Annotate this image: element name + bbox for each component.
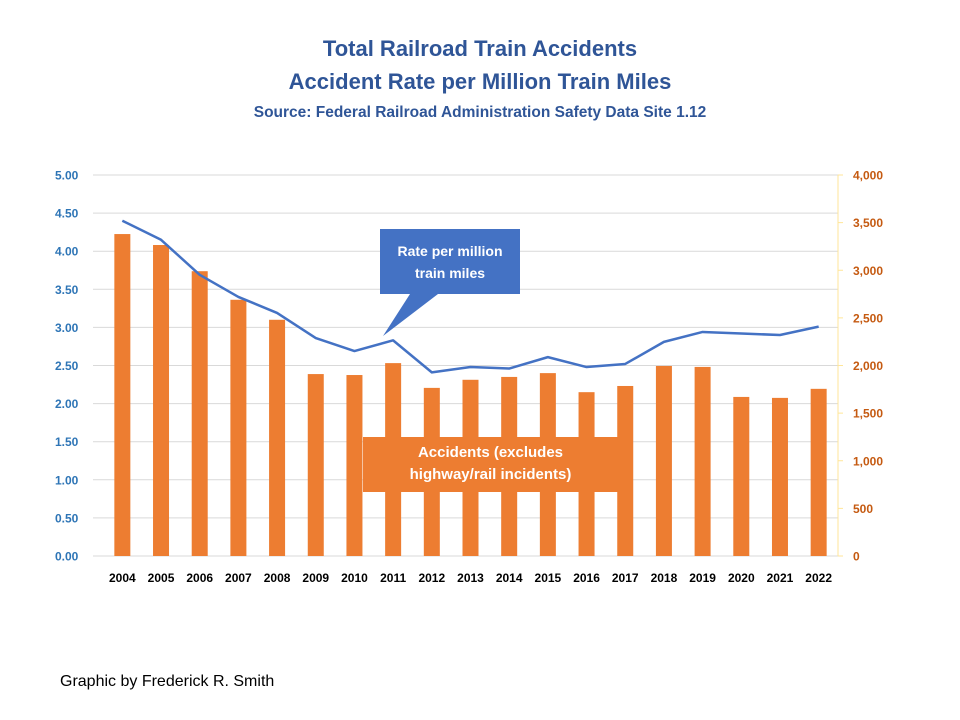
bar-2022: [810, 388, 827, 556]
accidents-callout-line1: Accidents (excludes: [417, 444, 564, 461]
right-axis-tick-label: 3,000: [853, 264, 883, 278]
x-axis-tick-label: 2022: [805, 571, 832, 585]
rate-callout-line1: Rate per million: [397, 243, 503, 259]
left-axis-tick-label: 1.50: [55, 435, 79, 449]
bar-2017: [617, 385, 634, 556]
x-axis-tick-label: 2021: [767, 571, 794, 585]
right-axis-tick-label: 2,000: [853, 359, 883, 373]
left-axis-tick-label: 3.50: [55, 283, 79, 297]
bar-2010: [346, 375, 363, 556]
x-axis-tick-label: 2005: [148, 571, 175, 585]
bar-2021: [771, 397, 788, 556]
left-axis-tick-label: 1.00: [55, 473, 79, 487]
x-axis-tick-label: 2010: [341, 571, 368, 585]
bar-2020: [733, 396, 750, 556]
x-axis-tick-label: 2004: [109, 571, 136, 585]
rate-callout-text: Rate per million train miles: [380, 240, 520, 284]
left-axis-tick-label: 4.50: [55, 207, 79, 221]
left-axis-tick-label: 5.00: [55, 169, 79, 183]
bar-2006: [191, 271, 208, 556]
right-axis-tick-label: 4,000: [853, 169, 883, 183]
accidents-callout-box: [363, 437, 618, 492]
bar-2008: [269, 319, 286, 556]
right-axis-tick-label: 0: [853, 550, 860, 564]
x-axis-tick-label: 2006: [186, 571, 213, 585]
left-axis-tick-label: 2.50: [55, 359, 79, 373]
x-axis-tick-label: 2014: [496, 571, 523, 585]
x-axis-tick-label: 2015: [535, 571, 562, 585]
bar-2007: [230, 299, 247, 556]
right-axis-tick-label: 3,500: [853, 216, 883, 230]
left-axis-tick-label: 2.00: [55, 397, 79, 411]
right-axis-tick-label: 1,000: [853, 454, 883, 468]
footer-credit: Graphic by Frederick R. Smith: [60, 673, 275, 690]
x-axis-tick-label: 2019: [689, 571, 716, 585]
left-axis-tick-label: 0.50: [55, 511, 79, 525]
x-axis-tick-label: 2017: [612, 571, 639, 585]
bar-2018: [655, 365, 672, 556]
x-axis-tick-label: 2013: [457, 571, 484, 585]
bar-2019: [694, 366, 711, 556]
x-axis-tick-label: 2016: [573, 571, 600, 585]
right-axis-tick-label: 500: [853, 502, 873, 516]
accidents-callout-line2: highway/rail incidents): [409, 466, 572, 483]
chart-source: Source: Federal Railroad Administration …: [253, 104, 707, 121]
accidents-callout-text: Accidents (excludes highway/rail inciden…: [363, 442, 618, 486]
x-axis-tick-label: 2008: [264, 571, 291, 585]
right-axis-tick-label: 2,500: [853, 311, 883, 325]
bar-2009: [307, 374, 324, 556]
x-axis-tick-label: 2018: [651, 571, 678, 585]
x-axis-tick-label: 2007: [225, 571, 252, 585]
rate-callout-box: [380, 229, 520, 336]
x-axis-tick-label: 2009: [302, 571, 329, 585]
chart-subtitle: Accident Rate per Million Train Miles: [288, 69, 672, 94]
left-axis-tick-label: 0.00: [55, 550, 79, 564]
rate-callout-line2: train miles: [414, 265, 486, 281]
x-axis-tick-label: 2012: [418, 571, 445, 585]
left-axis-tick-label: 3.00: [55, 321, 79, 335]
x-axis-tick-label: 2020: [728, 571, 755, 585]
chart-title: Total Railroad Train Accidents: [322, 36, 638, 61]
x-axis-tick-label: 2011: [380, 571, 406, 585]
left-axis-tick-label: 4.00: [55, 245, 79, 259]
bar-2005: [153, 245, 170, 557]
bar-2004: [114, 234, 131, 556]
right-axis-tick-label: 1,500: [853, 407, 883, 421]
